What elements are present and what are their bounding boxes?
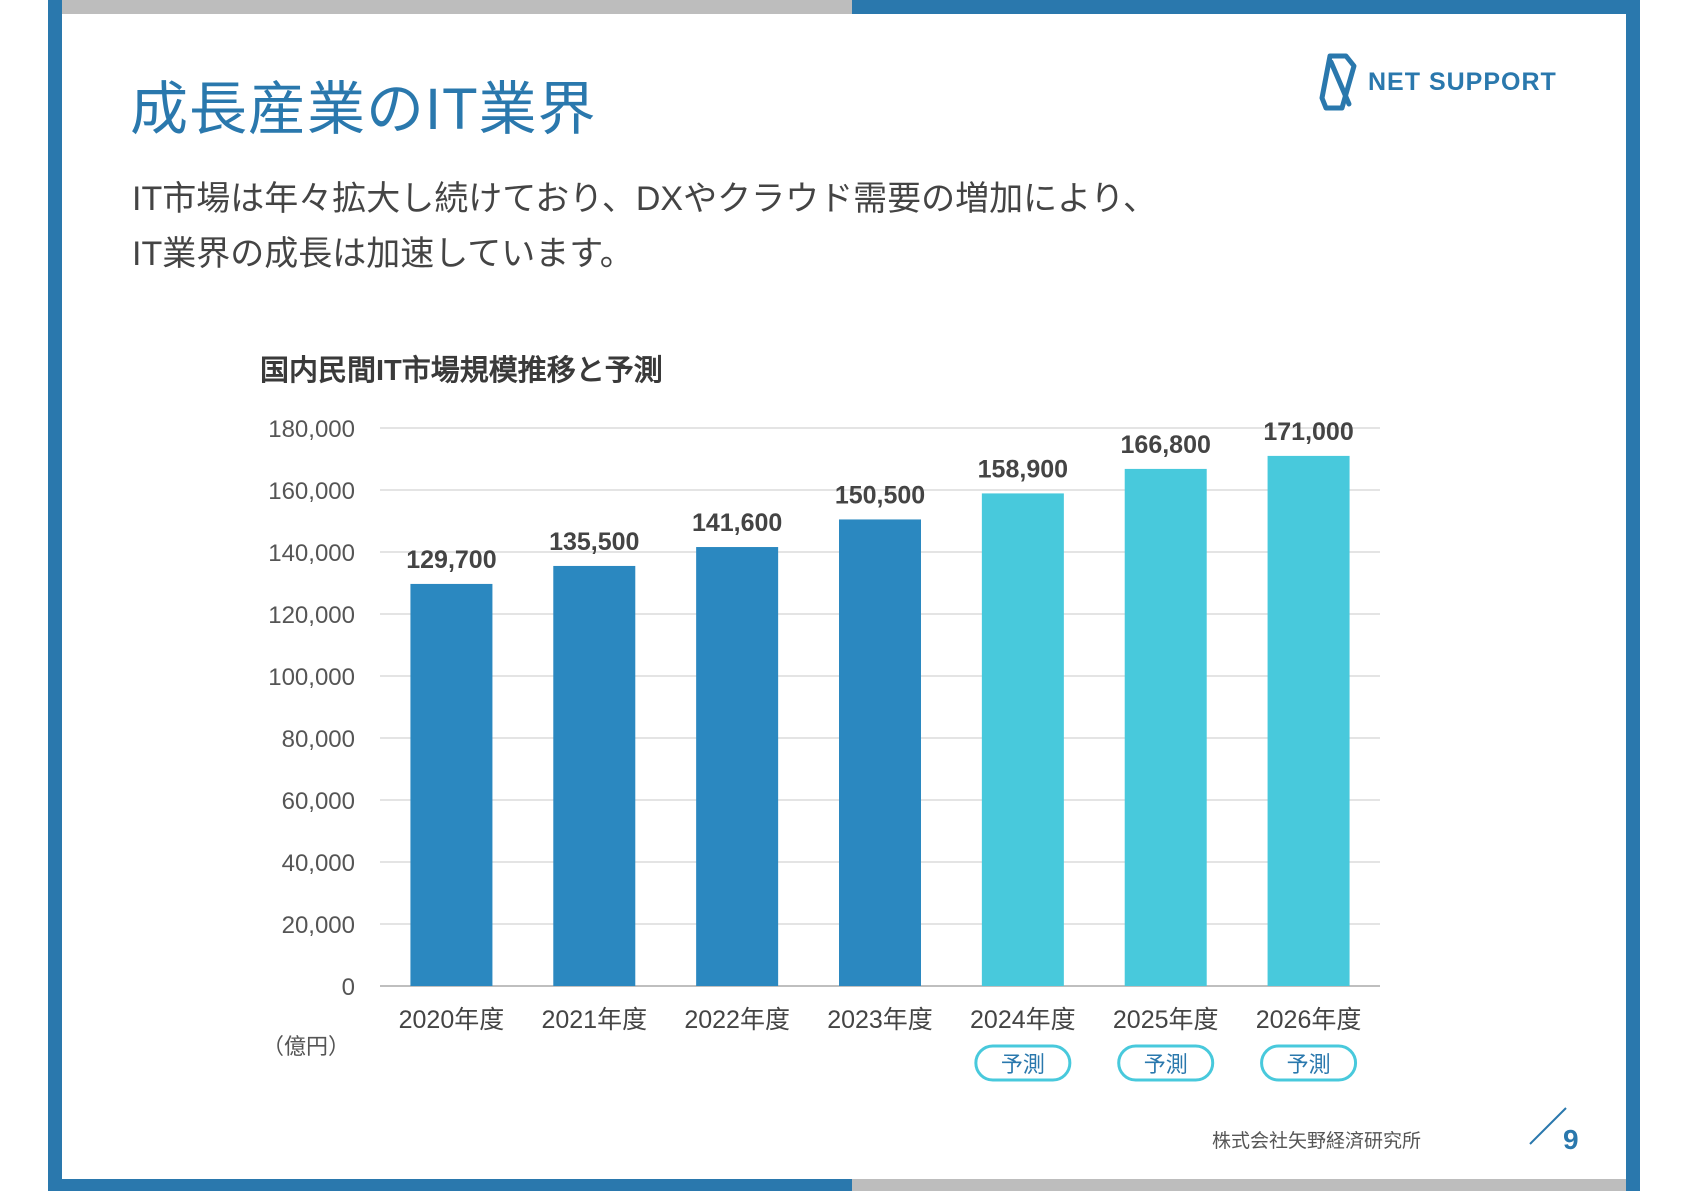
- bar: [410, 583, 493, 986]
- bar: [981, 493, 1064, 986]
- source-text: 株式会社矢野経済研究所: [1212, 1131, 1422, 1152]
- bar-value-label: 171,000: [1263, 418, 1353, 446]
- page-slash-icon: [1529, 1107, 1567, 1145]
- frame-left: [48, 0, 62, 1191]
- y-tick-label: 180,000: [268, 416, 355, 443]
- bar-value-label: 166,800: [1121, 431, 1211, 459]
- page-number: 9: [1563, 1124, 1579, 1155]
- page-title: 成長産業のIT業界: [130, 77, 597, 142]
- x-tick-label: 2022年度: [684, 1006, 790, 1034]
- top-border-gray: [62, 0, 852, 14]
- y-tick-label: 160,000: [268, 478, 355, 505]
- bar: [1124, 468, 1207, 986]
- y-tick-label: 0: [342, 974, 355, 1001]
- x-tick-label: 2025年度: [1113, 1006, 1219, 1034]
- company-logo: NET SUPPORT: [1318, 52, 1557, 112]
- forecast-badge: [1117, 1044, 1215, 1082]
- y-tick-label: 60,000: [282, 788, 355, 815]
- y-tick-label: 140,000: [268, 540, 355, 567]
- x-tick-label: 2021年度: [541, 1006, 647, 1034]
- bar: [696, 547, 779, 986]
- bar: [553, 565, 636, 986]
- y-tick-label: 20,000: [282, 912, 355, 939]
- bottom-border-blue: [62, 1179, 852, 1191]
- bar: [1267, 455, 1350, 986]
- top-border-blue: [852, 0, 1626, 14]
- frame-right: [1626, 0, 1640, 1191]
- forecast-badge-label: 予測: [1001, 1052, 1045, 1077]
- bar-value-label: 129,700: [406, 546, 496, 574]
- x-tick-label: 2024年度: [970, 1006, 1076, 1034]
- net-support-logo-icon: [1319, 53, 1357, 111]
- lead-line-2: IT業界の成長は加速しています。: [132, 235, 634, 273]
- bottom-border-gray: [852, 1179, 1626, 1191]
- bar-value-label: 150,500: [835, 481, 925, 509]
- bar: [839, 519, 921, 986]
- y-tick-label: 80,000: [282, 726, 355, 753]
- unit-label: （億円）: [262, 1034, 350, 1059]
- lead-line-1: IT市場は年々拡大し続けており、DXやクラウド需要の増加により、: [132, 180, 1158, 218]
- logo-text: NET SUPPORT: [1368, 67, 1557, 96]
- forecast-badge: [1260, 1044, 1358, 1082]
- y-tick-label: 100,000: [268, 664, 355, 691]
- forecast-badge: [974, 1044, 1072, 1082]
- x-tick-label: 2026年度: [1256, 1006, 1362, 1034]
- bar-value-label: 135,500: [549, 528, 639, 556]
- bar-value-label: 141,600: [692, 509, 782, 537]
- x-tick-label: 2023年度: [827, 1006, 933, 1034]
- chart-title: 国内民間IT市場規模推移と予測: [260, 353, 663, 387]
- lead-text: IT市場は年々拡大し続けており、DXやクラウド需要の増加により、 IT業界の成長…: [132, 172, 1157, 282]
- forecast-badge-label: 予測: [1287, 1052, 1331, 1077]
- bar-value-label: 158,900: [978, 455, 1068, 483]
- y-tick-label: 120,000: [268, 602, 355, 629]
- x-tick-label: 2020年度: [399, 1006, 505, 1034]
- forecast-badge-label: 予測: [1144, 1052, 1188, 1077]
- y-tick-label: 40,000: [282, 850, 355, 877]
